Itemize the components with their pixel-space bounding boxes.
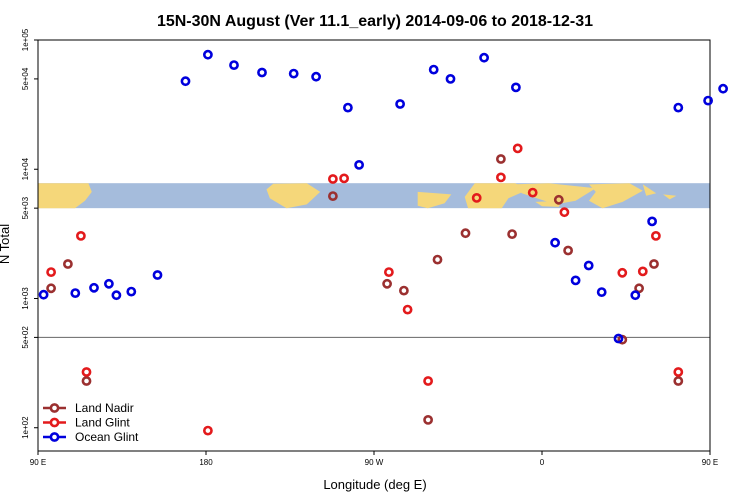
- ocean-glint-point: [647, 216, 657, 227]
- plot-frame: [37, 39, 711, 452]
- ocean-glint-point: [479, 52, 489, 63]
- ocean-glint-point: [428, 64, 439, 75]
- land-nadir-point: [563, 245, 573, 256]
- ocean-glint-point: [229, 60, 239, 70]
- ocean-glint-point: [596, 287, 607, 297]
- land-nadir-point: [382, 278, 392, 289]
- land-glint-point: [423, 376, 433, 386]
- land-nadir-point: [634, 283, 644, 294]
- ocean-glint-point: [152, 270, 163, 280]
- ocean-glint-point: [673, 102, 684, 113]
- y-tick-label: 1e+05: [21, 28, 30, 51]
- land-glint-point: [339, 173, 349, 184]
- x-tick-label: 90 E: [702, 458, 718, 467]
- map-land-5: [464, 183, 529, 209]
- ocean-glint-point: [703, 95, 713, 106]
- land-glint-point: [559, 207, 570, 218]
- ocean-glint-point: [570, 275, 581, 286]
- land-nadir-point: [423, 414, 433, 425]
- ocean-glint-point: [718, 83, 728, 94]
- series-ocean-glint: [38, 49, 728, 344]
- legend-marker-land-nadir: [49, 403, 60, 413]
- map-land-9: [642, 184, 657, 196]
- legend-marker-land-glint: [49, 417, 60, 428]
- x-tick-label: 90 E: [30, 458, 46, 467]
- ocean-glint-point: [550, 237, 560, 248]
- land-nadir-point: [495, 154, 506, 164]
- ocean-glint-point: [354, 159, 364, 170]
- ocean-glint-point: [126, 286, 137, 297]
- ocean-glint-point: [511, 82, 521, 93]
- ocean-glint-point: [630, 290, 641, 301]
- ocean-glint-point: [613, 333, 624, 344]
- y-tick-label: 1e+03: [21, 287, 30, 310]
- land-glint-point: [76, 230, 86, 241]
- y-tick-label: 5e+04: [21, 67, 30, 90]
- ocean-glint-point: [395, 99, 405, 109]
- ocean-glint-point: [111, 290, 122, 301]
- land-glint-point: [402, 304, 413, 315]
- x-tick-label: 180: [199, 458, 213, 467]
- land-glint-point: [81, 367, 92, 377]
- legend-label-ocean-glint: Ocean Glint: [75, 430, 139, 444]
- map-land-3: [417, 191, 452, 209]
- y-axis-label: N Total: [0, 224, 12, 264]
- land-nadir-point: [398, 285, 409, 296]
- map-land-4: [424, 196, 442, 200]
- legend-marker-ocean-glint: [49, 432, 60, 442]
- map-land-0: [38, 183, 92, 209]
- land-nadir-point: [327, 191, 338, 201]
- x-tick-label: 0: [540, 458, 545, 467]
- ocean-glint-point: [70, 288, 81, 298]
- x-tick-label: 90 W: [365, 458, 384, 467]
- legend-label-land-glint: Land Glint: [75, 416, 130, 430]
- land-glint-point: [651, 230, 661, 241]
- land-nadir-point: [63, 259, 73, 269]
- y-tick-label: 5e+03: [21, 196, 30, 219]
- land-nadir-point: [507, 229, 517, 239]
- land-glint-point: [637, 266, 648, 277]
- land-glint-point: [202, 425, 213, 436]
- land-nadir-point: [649, 259, 659, 269]
- y-tick-label: 1e+02: [21, 416, 30, 439]
- ocean-glint-point: [583, 260, 594, 271]
- map-land-10: [663, 194, 677, 200]
- land-nadir-point: [46, 283, 56, 294]
- ocean-glint-point: [288, 68, 299, 79]
- ocean-glint-point: [180, 76, 191, 87]
- land-glint-point: [46, 267, 56, 277]
- chart-title: 15N-30N August (Ver 11.1_early) 2014-09-…: [157, 13, 593, 30]
- ocean-glint-point: [445, 74, 456, 84]
- land-nadir-point: [432, 254, 443, 265]
- map-land-2: [276, 184, 297, 196]
- land-glint-point: [471, 192, 482, 203]
- land-nadir-point: [81, 376, 92, 386]
- land-glint-point: [527, 187, 538, 198]
- map-land-8: [589, 183, 643, 209]
- ocean-glint-point: [311, 71, 321, 82]
- ocean-glint-point: [342, 102, 353, 113]
- ocean-glint-point: [38, 289, 49, 300]
- land-glint-point: [495, 172, 506, 183]
- series-land-glint: [46, 143, 684, 436]
- land-glint-point: [512, 143, 523, 154]
- y-tick-label: 5e+02: [21, 326, 30, 349]
- land-glint-point: [383, 267, 394, 277]
- ocean-glint-point: [104, 278, 114, 289]
- x-axis-label: Longitude (deg E): [323, 477, 426, 492]
- land-glint-point: [327, 174, 338, 184]
- land-nadir-point: [673, 376, 684, 386]
- land-glint-point: [617, 267, 628, 278]
- ocean-glint-point: [257, 67, 267, 78]
- ocean-glint-point: [89, 282, 99, 293]
- land-nadir-point: [553, 194, 564, 205]
- world-map-band: [38, 183, 710, 209]
- y-tick-label: 1e+04: [21, 157, 30, 180]
- land-nadir-point: [460, 228, 471, 239]
- legend-label-land-nadir: Land Nadir: [75, 401, 134, 415]
- ocean-glint-point: [202, 49, 213, 60]
- land-glint-point: [673, 367, 684, 377]
